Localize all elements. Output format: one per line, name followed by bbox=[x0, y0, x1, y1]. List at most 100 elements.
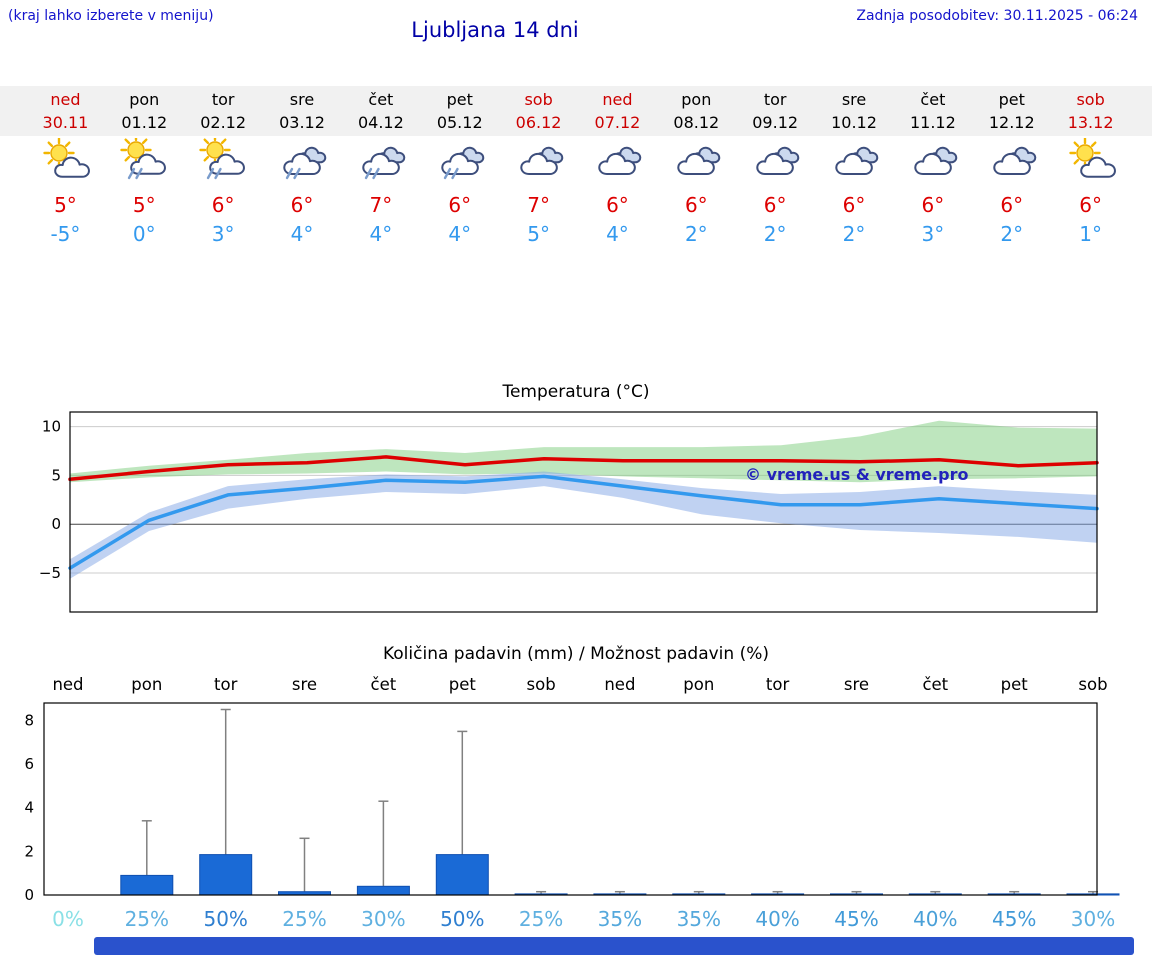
forecast-col-14: sob 13.12 6° 1° bbox=[1051, 88, 1130, 248]
precip-probability: 40% bbox=[913, 907, 957, 931]
forecast-col-10: tor 09.12 6° 2° bbox=[736, 88, 815, 248]
day-date: 01.12 bbox=[121, 113, 168, 132]
forecast-col-7: sob 06.12 7° 5° bbox=[499, 88, 578, 248]
forecast-col-11: sre 10.12 6° 2° bbox=[815, 88, 894, 248]
low-temp: -5° bbox=[50, 222, 81, 246]
day-date: 30.11 bbox=[42, 113, 89, 132]
sun-cloud-icon bbox=[26, 134, 105, 186]
day-date: 10.12 bbox=[831, 113, 877, 132]
svg-text:0: 0 bbox=[51, 515, 61, 533]
cloudy-icon bbox=[499, 134, 578, 186]
low-temp: 3° bbox=[921, 222, 945, 246]
precip-day-label: pon bbox=[683, 675, 714, 694]
precip-day-label: sob bbox=[527, 675, 556, 694]
forecast-col-12: čet 11.12 6° 3° bbox=[893, 88, 972, 248]
precip-bar bbox=[199, 854, 253, 896]
low-temp: 4° bbox=[448, 222, 472, 246]
high-temp: 6° bbox=[684, 193, 708, 217]
temperature-chart-title: Temperatura (°C) bbox=[502, 382, 650, 402]
day-name: sre bbox=[841, 90, 867, 109]
cloudy-icon bbox=[657, 134, 736, 186]
high-temp: 6° bbox=[448, 193, 472, 217]
day-name: sre bbox=[289, 90, 315, 109]
day-date: 05.12 bbox=[436, 113, 483, 132]
svg-text:8: 8 bbox=[24, 712, 34, 730]
precip-probability: 25% bbox=[125, 907, 169, 931]
precip-day-label: pet bbox=[449, 675, 477, 694]
precip-day-label: sre bbox=[292, 675, 317, 694]
day-date: 11.12 bbox=[909, 113, 956, 132]
cloud-rain-icon bbox=[263, 134, 342, 186]
low-temp: 2° bbox=[1000, 222, 1024, 246]
svg-text:−5: −5 bbox=[39, 564, 61, 582]
precip-day-label: čet bbox=[371, 675, 397, 694]
day-date: 03.12 bbox=[279, 113, 325, 132]
forecast-col-9: pon 08.12 6° 2° bbox=[657, 88, 736, 248]
day-date: 06.12 bbox=[515, 113, 562, 132]
cloudy-icon bbox=[815, 134, 894, 186]
sun-cloud-icon bbox=[1051, 134, 1130, 186]
precip-day-label: pon bbox=[131, 675, 162, 694]
svg-text:0: 0 bbox=[24, 886, 34, 904]
precip-day-label: ned bbox=[52, 675, 83, 694]
day-name: pon bbox=[681, 90, 712, 109]
precip-probability: 30% bbox=[361, 907, 405, 931]
high-temp: 6° bbox=[1079, 193, 1102, 217]
day-date: 09.12 bbox=[752, 113, 799, 132]
forecast-col-1: ned 30.11 5° -5° bbox=[26, 88, 105, 248]
day-date: 12.12 bbox=[988, 113, 1035, 132]
forecast-col-4: sre 03.12 6° 4° bbox=[263, 88, 342, 248]
day-name: čet bbox=[368, 90, 394, 109]
last-update-text: Zadnja posodobitev: 30.11.2025 - 06:24 bbox=[856, 8, 1138, 24]
cloudy-icon bbox=[893, 134, 972, 186]
precipitation-chart: 0 2 4 6 8 ned pon tor sre čet pet sob ned pon tor sre če… bbox=[24, 675, 1120, 931]
forecast-col-13: pet 12.12 6° 2° bbox=[972, 88, 1051, 248]
day-name: ned bbox=[602, 90, 633, 109]
page-title: Ljubljana 14 dni bbox=[411, 18, 579, 42]
precip-probability: 50% bbox=[440, 907, 484, 931]
low-temp: 2° bbox=[842, 222, 866, 246]
svg-text:6: 6 bbox=[24, 755, 34, 773]
day-name: sob bbox=[1076, 90, 1105, 109]
forecast-col-3: tor 02.12 6° 3° bbox=[184, 88, 263, 248]
high-temp: 7° bbox=[369, 193, 393, 217]
precip-probability: 0% bbox=[52, 907, 84, 931]
day-date: 07.12 bbox=[594, 113, 641, 132]
low-temp: 4° bbox=[290, 222, 314, 246]
day-name: ned bbox=[50, 90, 81, 109]
day-date: 04.12 bbox=[357, 113, 404, 132]
low-temp: 5° bbox=[527, 222, 550, 246]
precip-day-label: tor bbox=[214, 675, 238, 694]
high-temp: 6° bbox=[763, 193, 787, 217]
precip-day-label: ned bbox=[604, 675, 635, 694]
day-name: pet bbox=[446, 90, 473, 109]
precip-probability: 45% bbox=[834, 907, 878, 931]
day-date: 02.12 bbox=[200, 113, 247, 132]
precip-probability: 35% bbox=[598, 907, 642, 931]
precip-day-label: sob bbox=[1078, 675, 1107, 694]
high-temp: 7° bbox=[527, 193, 550, 217]
precip-probability: 30% bbox=[1071, 907, 1115, 931]
precip-bar bbox=[120, 874, 174, 896]
location-menu-note: (kraj lahko izberete v meniju) bbox=[8, 8, 214, 24]
day-name: tor bbox=[763, 90, 787, 109]
day-date: 08.12 bbox=[673, 113, 720, 132]
high-temp: 6° bbox=[921, 193, 945, 217]
high-temp: 6° bbox=[1000, 193, 1024, 217]
day-name: pet bbox=[998, 90, 1025, 109]
precip-bar bbox=[435, 854, 489, 896]
precip-probability: 35% bbox=[677, 907, 721, 931]
precip-day-label: sre bbox=[844, 675, 869, 694]
low-temp: 4° bbox=[606, 222, 629, 246]
svg-text:10: 10 bbox=[42, 418, 61, 436]
precip-probability: 40% bbox=[755, 907, 799, 931]
low-temp: 2° bbox=[763, 222, 787, 246]
low-temp: 1° bbox=[1079, 222, 1102, 246]
day-name: sob bbox=[524, 90, 553, 109]
watermark-link[interactable]: © vreme.us & vreme.pro bbox=[745, 465, 968, 484]
low-temp: 3° bbox=[211, 222, 235, 246]
footer-bar bbox=[94, 937, 1134, 955]
forecast-col-5: čet 04.12 7° 4° bbox=[341, 88, 420, 248]
low-temp: 2° bbox=[684, 222, 708, 246]
forecast-col-2: pon 01.12 5° 0° bbox=[105, 88, 184, 248]
